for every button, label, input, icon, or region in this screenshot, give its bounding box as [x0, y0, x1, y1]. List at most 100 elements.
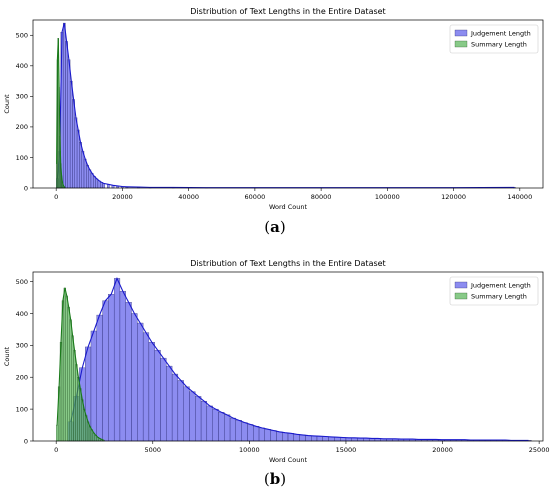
b-bar — [212, 408, 219, 442]
a-legend-label: Judgement Length — [470, 30, 531, 38]
caption-b: (b) — [0, 470, 550, 488]
b-bar — [90, 330, 97, 442]
b-bar — [247, 424, 254, 442]
a-series-summary — [56, 38, 66, 189]
a-xtick-label: 0 — [54, 193, 58, 201]
caption-b-open: ( — [263, 470, 270, 488]
b-bar — [108, 294, 115, 442]
b-bar — [189, 391, 196, 442]
b-bar — [113, 278, 121, 442]
b-bar — [177, 380, 184, 442]
a-ytick-label: 500 — [16, 32, 28, 40]
b-bar — [119, 290, 126, 442]
a-xtick-label: 80000 — [311, 193, 332, 201]
b-ytick-label: 100 — [16, 405, 28, 413]
a-legend-box — [449, 24, 539, 54]
b-kde-line — [56, 287, 104, 441]
a-xtick-label: 120000 — [441, 193, 466, 201]
b-bar — [224, 414, 231, 442]
caption-b-close: ) — [280, 470, 287, 488]
a-bar — [93, 176, 96, 189]
a-ytick-label: 200 — [16, 123, 28, 131]
b-legend-box — [449, 276, 539, 306]
b-bar — [264, 429, 271, 442]
b-bar — [282, 432, 289, 442]
b-bar — [56, 424, 59, 442]
b-bar — [166, 365, 173, 442]
b-chart-title: Distribution of Text Lengths in the Enti… — [190, 259, 385, 268]
b-bar — [63, 287, 66, 442]
a-chart-title: Distribution of Text Lengths in the Enti… — [190, 7, 385, 16]
a-ytick-label: 300 — [16, 93, 28, 101]
a-legend-swatch — [454, 29, 468, 37]
b-bar — [218, 412, 225, 442]
a-xtick-label: 20000 — [112, 193, 133, 201]
b-bar — [125, 302, 132, 442]
b-legend-label: Judgement Length — [470, 282, 531, 290]
b-bar — [154, 349, 161, 442]
b-xtick-label: 0 — [54, 446, 58, 454]
b-bar — [311, 435, 318, 442]
chart-b: Distribution of Text Lengths in the Enti… — [3, 259, 550, 464]
b-ytick-label: 0 — [24, 437, 28, 445]
a-bar — [90, 173, 94, 189]
b-x-axis-label: Word Count — [269, 456, 308, 464]
b-bar — [200, 400, 208, 442]
a-bar — [88, 169, 92, 189]
b-xtick-label: 15000 — [336, 446, 357, 454]
b-bar — [73, 349, 76, 442]
a-ytick-label: 0 — [24, 184, 28, 192]
a-plot-frame — [32, 19, 544, 189]
b-ytick-label: 400 — [16, 310, 28, 318]
b-bar — [67, 306, 70, 442]
caption-a: (a) — [0, 218, 550, 236]
a-y-axis-label: Count — [3, 94, 11, 114]
a-bar — [76, 129, 80, 189]
a-legend-label: Summary Length — [471, 41, 527, 49]
b-bar — [79, 388, 82, 442]
a-kde-line — [56, 22, 515, 189]
a-bar — [62, 22, 66, 189]
a-bar — [95, 178, 99, 189]
b-bar — [253, 426, 260, 442]
b-bar — [270, 430, 277, 442]
b-bar — [131, 313, 138, 442]
b-legend-swatch — [454, 292, 468, 300]
b-bar — [299, 434, 306, 442]
a-x-axis-label: Word Count — [269, 203, 308, 211]
b-bar — [287, 433, 294, 442]
b-bar — [316, 436, 323, 442]
b-xtick-label: 20000 — [432, 446, 453, 454]
a-xtick-label: 60000 — [245, 193, 266, 201]
b-plot-frame — [32, 271, 544, 442]
b-bar — [102, 300, 109, 442]
b-ytick-label: 500 — [16, 278, 28, 286]
a-bar — [86, 164, 89, 189]
a-xtick-label: 100000 — [375, 193, 400, 201]
a-legend-swatch — [454, 40, 468, 48]
caption-a-close: ) — [279, 218, 286, 236]
b-bar — [83, 408, 86, 442]
b-xtick-label: 10000 — [239, 446, 260, 454]
b-bar — [235, 420, 242, 442]
b-bar — [229, 417, 236, 442]
b-bar — [305, 435, 312, 442]
b-bar — [322, 436, 329, 442]
b-bar — [183, 386, 190, 442]
b-bar — [195, 396, 202, 442]
b-bar — [65, 295, 68, 442]
b-xtick-label: 5000 — [144, 446, 161, 454]
b-bar — [77, 377, 80, 442]
caption-a-open: ( — [264, 218, 271, 236]
b-bar — [96, 314, 103, 442]
a-legend: Judgement Length Summary Length — [449, 24, 539, 54]
a-xtick-label: 140000 — [507, 193, 532, 201]
b-bar — [75, 364, 78, 442]
b-bar — [171, 373, 179, 442]
b-bar — [160, 357, 167, 442]
a-bar — [72, 99, 75, 189]
b-legend-label: Summary Length — [471, 293, 527, 301]
a-series-judgement — [56, 22, 516, 189]
b-legend: Judgement Length Summary Length — [449, 276, 539, 306]
b-xtick-label: 25000 — [529, 446, 550, 454]
